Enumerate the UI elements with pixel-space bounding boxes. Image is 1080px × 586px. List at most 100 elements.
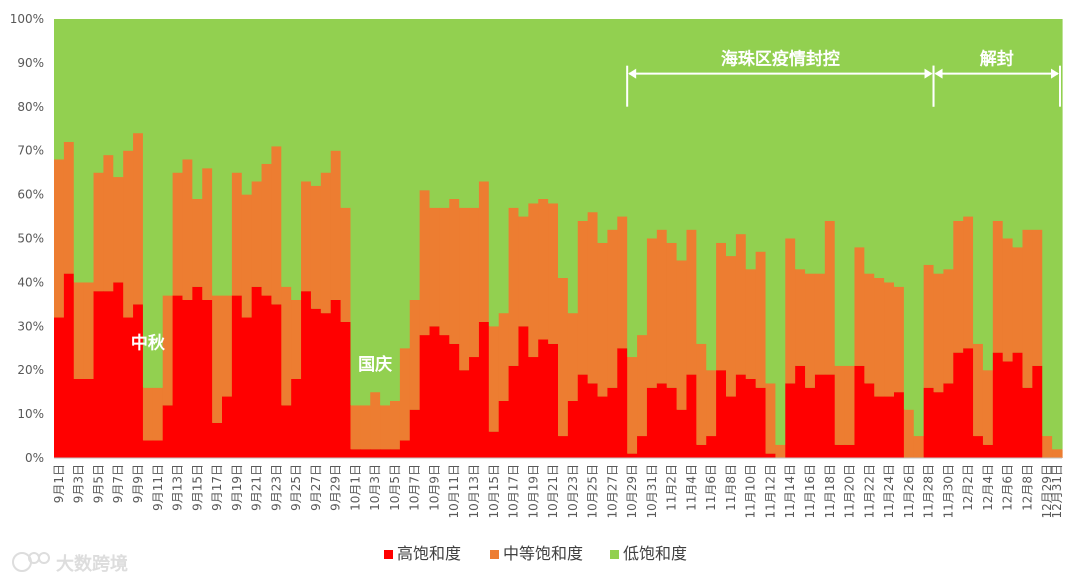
bar-segment-s2 [765,19,777,384]
bar-segment-s1 [755,251,767,388]
bar-segment-s0 [597,396,609,458]
bar-segment-s2 [291,19,302,300]
bar-segment-s0 [765,453,777,458]
bar-segment-s0 [429,326,441,458]
bar-segment-s1 [548,203,559,344]
legend: 高饱和度 中等饱和度 低饱和度 [384,544,687,563]
bar-segment-s0 [567,400,579,458]
bar-segment-s0 [814,374,826,458]
bar-segment-s2 [973,19,984,344]
bar-segment-s1 [419,190,431,336]
bar-segment-s1 [795,269,806,366]
x-axis: 9月1日 9月3日 9月5日 9月7日 9月9日 9月11日 9月13日 9月15日 9月17日… [52,457,1064,519]
bar-segment-s1 [390,400,401,450]
bar-segment-s1 [735,234,747,375]
bar-segment-s0 [93,291,105,458]
x-tick-label: 10月1日 [348,464,362,511]
bar-segment-s2 [567,19,579,314]
bar-segment-s1 [83,282,95,379]
x-tick-label: 9月15日 [190,464,204,511]
x-tick-label: 11月28日 [922,464,936,519]
bar-segment-s1 [301,181,312,292]
bar-segment-s2 [123,19,134,151]
x-tick-label: 9月19日 [230,464,244,511]
bar-segment-s1 [894,286,905,393]
bar-segment-s2 [666,19,678,243]
bar-segment-s0 [953,352,964,458]
bar-segment-s1 [617,216,628,349]
bar-segment-s2 [577,19,589,221]
bar-segment-s1 [696,343,707,445]
bar-segment-s0 [83,378,95,458]
bar-segment-s2 [103,19,114,156]
x-tick-label: 11月20日 [843,464,857,519]
bar-segment-s2 [844,19,856,366]
bar-segment-s0 [281,405,292,458]
bar-segment-s2 [320,19,332,173]
bar-segment-s1 [182,159,193,300]
bar-segment-s2 [884,19,895,283]
bar-segment-s2 [696,19,707,344]
bar-segment-s2 [380,19,391,406]
x-tick-label: 10月31日 [645,464,659,519]
bar-segment-s1 [222,295,233,397]
bar-segment-s2 [834,19,846,366]
bar-segment-s2 [182,19,193,160]
bar-segment-s1 [1022,229,1033,388]
bar-segment-s1 [281,286,292,406]
bar-segment-s0 [686,374,697,458]
y-tick-label: 30% [17,319,44,333]
bar-segment-s0 [251,286,263,458]
bar-segment-s0 [795,365,806,458]
bar-segment-s2 [162,19,174,296]
bar-segment-s0 [933,392,945,458]
bar-segment-s2 [775,19,786,445]
x-tick-label: 10月3日 [368,464,382,511]
bar-segment-s2 [202,19,213,169]
bar-segment-s0 [992,352,1004,458]
legend-label: 低饱和度 [623,544,687,563]
bar-segment-s2 [814,19,826,274]
x-tick-label: 9月21日 [250,464,264,511]
bar-segment-s1 [913,436,925,458]
bar-segment-s2 [478,19,490,182]
y-tick-label: 80% [17,100,44,114]
bar-segment-s0 [320,313,332,458]
bar-segment-s0 [488,431,500,458]
bar-segment-s0 [498,400,510,458]
bar-segment-s1 [656,229,668,384]
legend-swatch [384,550,393,559]
bar-segment-s2 [1002,19,1014,239]
x-tick-label: 12月4日 [981,464,995,511]
bar-segment-s2 [745,19,757,270]
x-tick-label: 9月9日 [131,464,145,503]
bar-segment-s0 [805,387,816,458]
bar-segment-s0 [370,449,381,458]
y-tick-label: 70% [17,144,44,158]
annotation-label: 解封 [980,49,1014,70]
bar-segment-s1 [706,370,717,437]
bar-segment-s0 [755,387,767,458]
bar-segment-s2 [261,19,273,164]
bar-segment-s2 [963,19,974,217]
arrow-right-icon [924,68,933,79]
x-tick-label: 11月10日 [744,464,758,519]
bar-segment-s0 [973,436,984,458]
bar-segment-s1 [142,387,154,441]
x-tick-label: 10月23日 [566,464,580,519]
bar-segment-s0 [103,291,114,458]
x-tick-label: 10月13日 [467,464,481,519]
bar-segment-s2 [735,19,747,235]
bar-segment-s2 [627,19,638,358]
y-tick-label: 10% [17,407,44,421]
bar-segment-s0 [666,387,678,458]
bar-segment-s1 [320,172,332,314]
bar-segment-s2 [805,19,816,274]
bar-segment-s1 [350,405,361,450]
bar-segment-s0 [894,392,905,458]
bar-segment-s0 [864,383,875,458]
bar-segment-s0 [212,422,223,458]
bar-segment-s1 [824,220,836,375]
bar-segment-s1 [1002,238,1014,362]
